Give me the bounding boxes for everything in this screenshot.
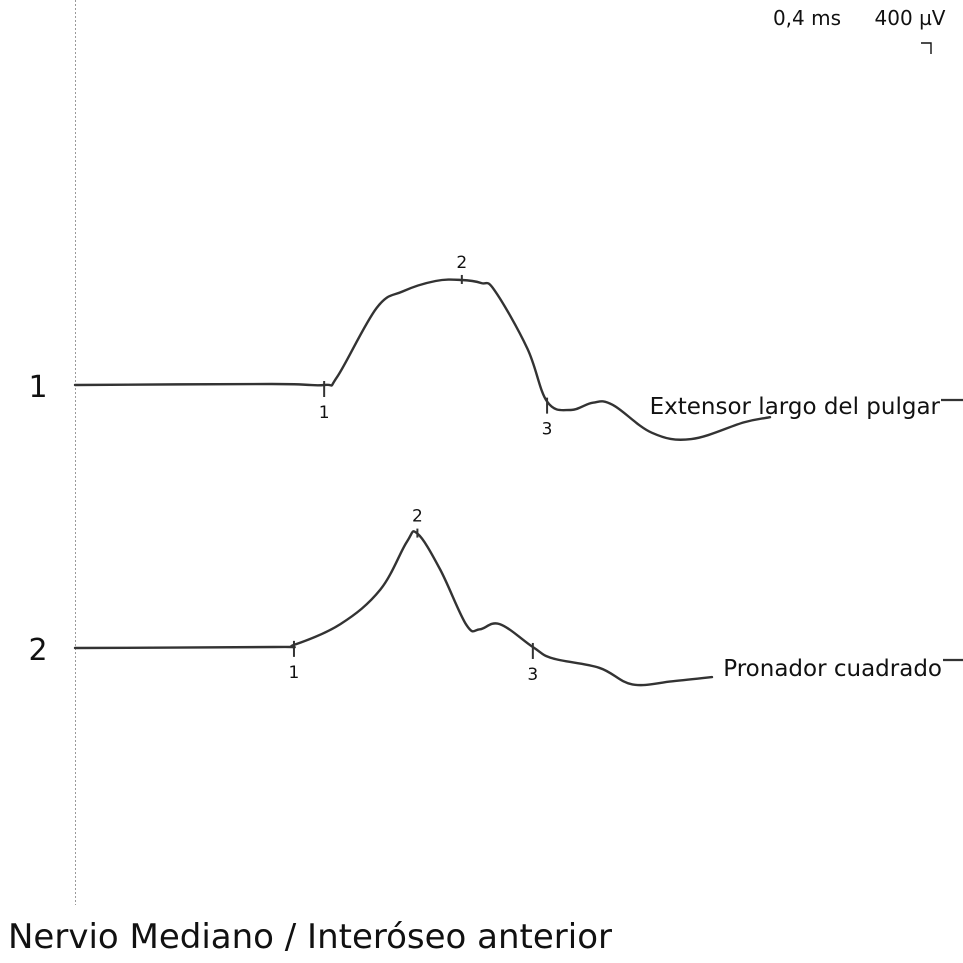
trace-group-1: 1 Extensor largo del pulgar 1 2 3 bbox=[28, 253, 963, 441]
scale-corner-marker bbox=[921, 42, 932, 54]
scale-amplitude-label: 400 µV bbox=[875, 6, 946, 30]
marker-label-1-3: 3 bbox=[542, 420, 553, 440]
trace-line-2 bbox=[73, 530, 714, 687]
scale-time-label: 0,4 ms bbox=[773, 6, 841, 30]
marker-label-2-1: 1 bbox=[289, 663, 300, 683]
trace-line-1 bbox=[73, 278, 772, 441]
channel-label-1: 1 bbox=[28, 370, 47, 405]
marker-label-2-2: 2 bbox=[412, 507, 423, 527]
marker-label-1-1: 1 bbox=[319, 403, 330, 423]
trace-group-2: 2 Pronador cuadrado 1 2 3 bbox=[28, 507, 963, 687]
trace-name-1: Extensor largo del pulgar bbox=[650, 394, 941, 420]
channel-label-2: 2 bbox=[28, 633, 47, 668]
trace-name-2: Pronador cuadrado bbox=[723, 656, 942, 682]
traces-layer: 1 Extensor largo del pulgar 1 2 3 2 Pronador c… bbox=[28, 253, 963, 687]
marker-label-2-3: 3 bbox=[527, 665, 538, 685]
marker-label-1-2: 2 bbox=[456, 253, 467, 273]
figure-title: Nervio Mediano / Interóseo anterior bbox=[8, 917, 612, 957]
